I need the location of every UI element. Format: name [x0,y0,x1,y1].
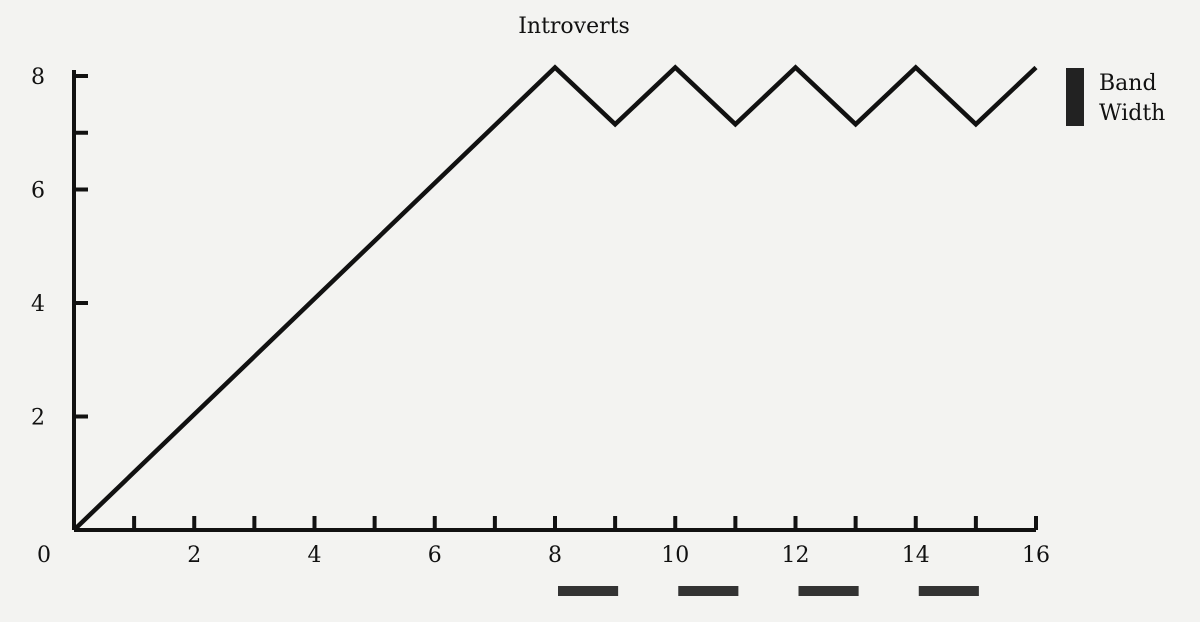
ticks [74,74,1038,530]
band-width-dash [918,586,979,596]
band-width-dash [678,586,739,596]
legend: Band Width [1066,68,1165,126]
band-width-dash [798,586,859,596]
x-tick-label: 16 [1022,543,1050,568]
y-tick-label: 8 [31,65,45,90]
y-tick-label: 6 [31,179,45,204]
x-tick-label: 8 [548,543,562,568]
series-line [72,64,1038,532]
series [72,64,1038,532]
y-tick-label: 2 [31,406,45,431]
y-tick-label: 4 [31,292,45,317]
legend-label-width: Width [1099,101,1165,126]
band-width-dash [558,586,619,596]
x-tick-label: 4 [308,543,322,568]
legend-band-swatch [1066,68,1084,126]
axes [72,70,1036,532]
tick-labels: 0 2 4 6 8 10 12 14 16 2 4 6 8 [31,65,1050,568]
x-tick-label: 6 [428,543,442,568]
legend-label-band: Band [1099,71,1157,96]
x-tick-label: 0 [37,543,51,568]
band-width-marks [558,586,979,596]
x-tick-label: 2 [187,543,201,568]
x-tick-label: 10 [661,543,689,568]
chart-title: Introverts [518,14,630,39]
x-tick-label: 14 [902,543,930,568]
x-tick-label: 12 [782,543,810,568]
